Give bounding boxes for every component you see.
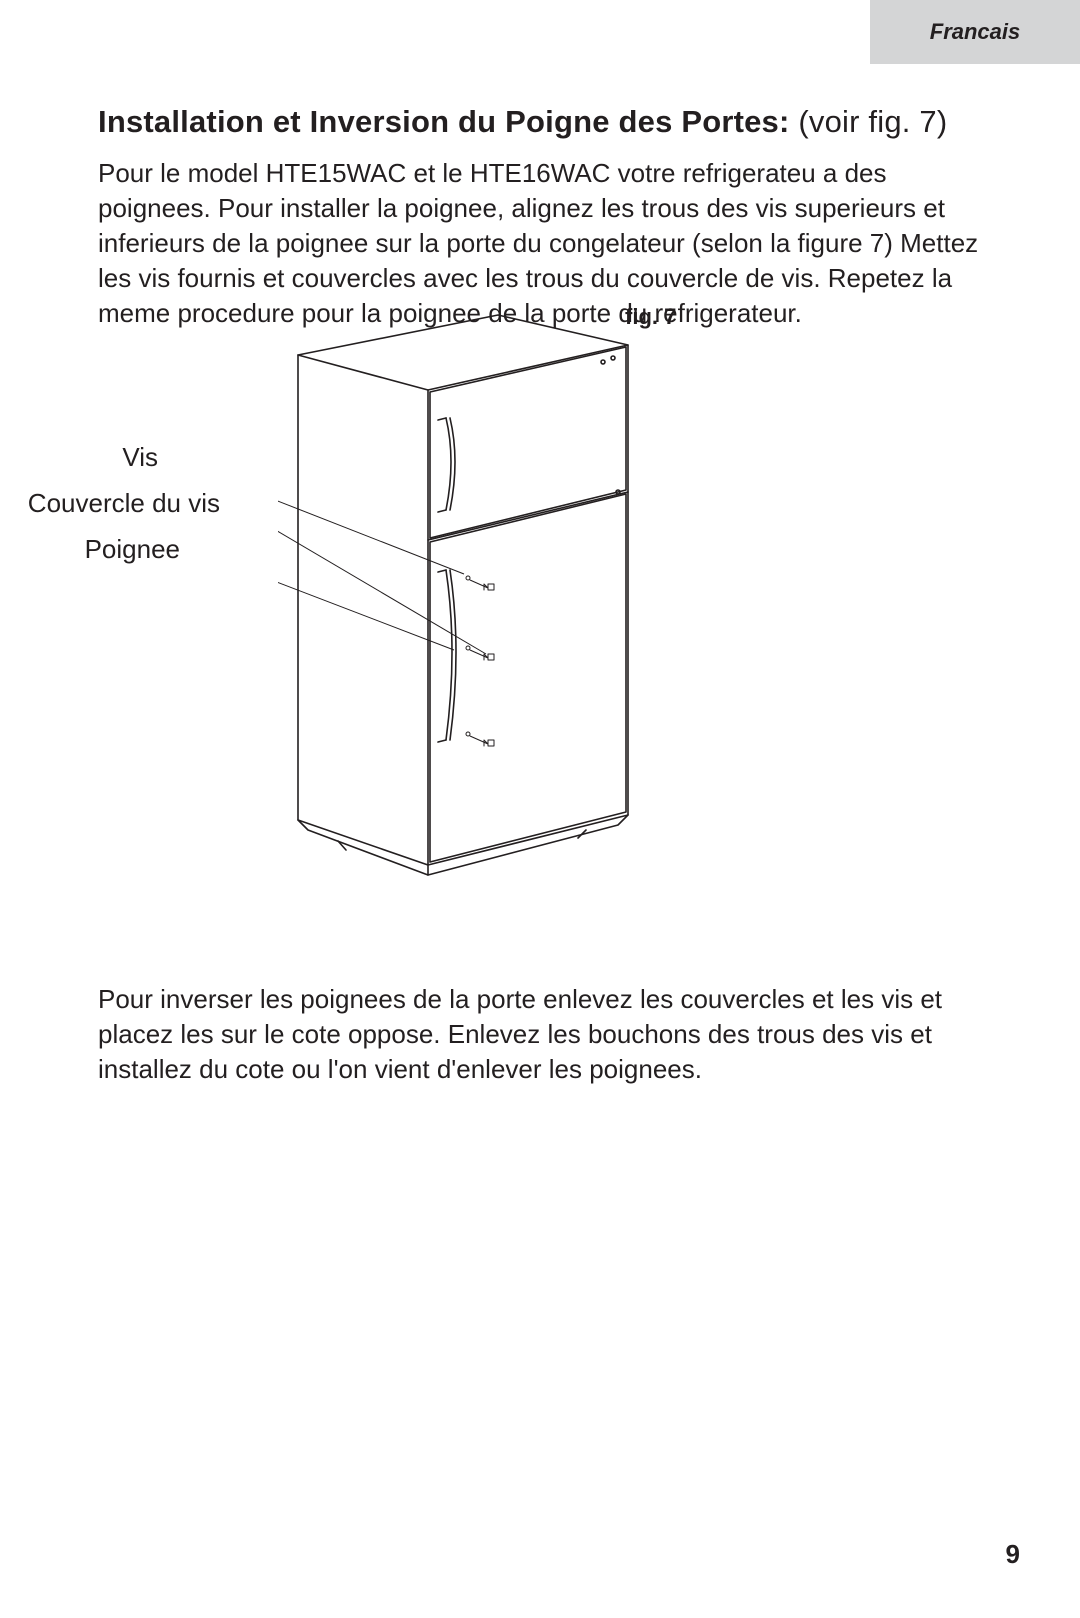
manual-page: Francais Installation et Inversion du Po… [0, 0, 1080, 1618]
language-tab: Francais [870, 0, 1080, 64]
paragraph-2: Pour inverser les poignees de la porte e… [98, 982, 998, 1087]
callout-vis: Vis [58, 442, 158, 473]
paragraph-1: Pour le model HTE15WAC et le HTE16WAC vo… [98, 156, 998, 331]
language-label: Francais [930, 19, 1021, 45]
section-heading: Installation et Inversion du Poigne des … [98, 104, 947, 140]
heading-bold: Installation et Inversion du Poigne des … [98, 104, 790, 139]
page-number: 9 [1006, 1539, 1020, 1570]
refrigerator-diagram [278, 310, 638, 890]
callout-poignee: Poignee [60, 534, 180, 565]
callout-couvercle: Couvercle du vis [20, 488, 220, 519]
heading-light: (voir fig. 7) [790, 104, 948, 139]
